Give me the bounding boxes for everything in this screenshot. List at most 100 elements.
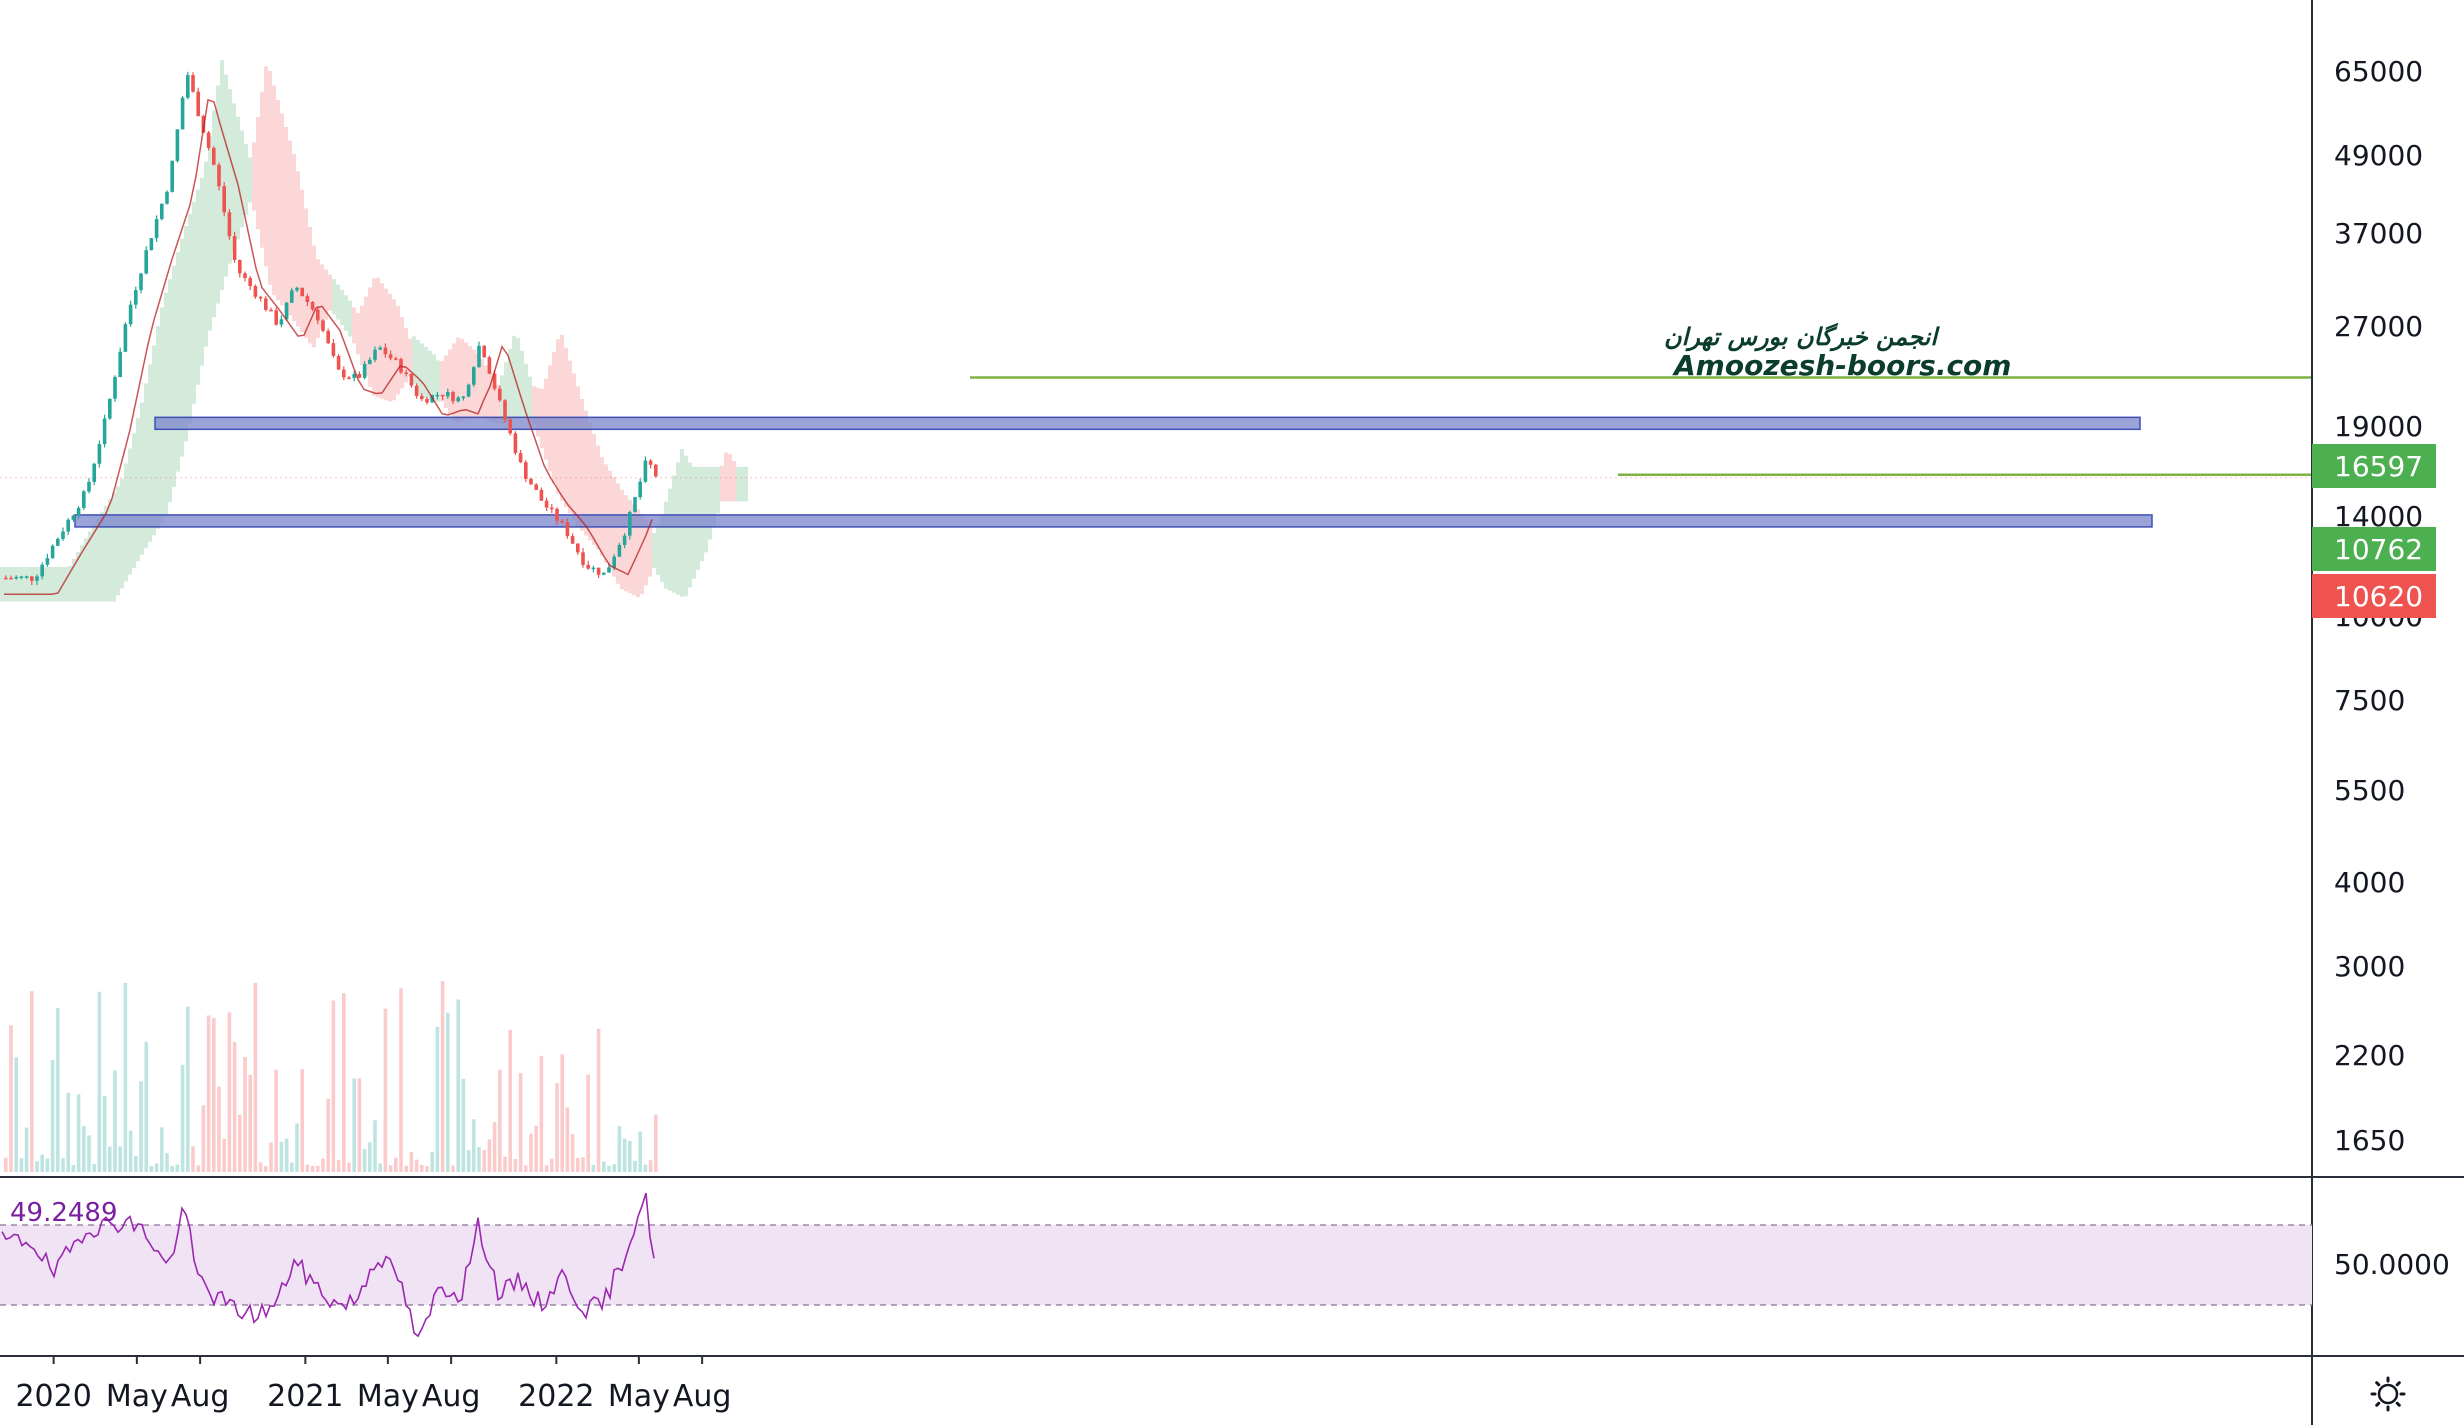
cloud-segment [292,154,296,321]
cloud-segment [144,383,148,549]
volume-bar [128,1130,133,1172]
cloud-segment [536,387,540,437]
rsi-axis[interactable]: 50.0000 [2334,1248,2450,1281]
candle-body [440,394,445,397]
volume-bar [279,1141,284,1172]
candle-body [654,464,658,477]
volume-bar [456,999,460,1172]
cloud-segment [476,353,480,418]
candle-body [160,203,164,220]
candle-body [316,309,320,321]
price-badge [2312,444,2436,488]
price-candles [4,71,658,586]
volume-bars [4,981,658,1172]
candle-body [19,576,24,578]
candle-body [305,296,310,303]
volume-bar [201,1105,206,1172]
cloud-segment [640,513,644,595]
candle-body [404,372,408,375]
candle-body [378,347,382,350]
volume-bar [92,1163,96,1172]
cloud-segment [484,365,488,420]
time-axis[interactable]: 2020 May Aug 2021 May Aug 2022 May Aug [15,1356,731,1414]
volume-bar [258,1162,263,1172]
cloud-segment [188,213,192,423]
volume-bar [394,1157,398,1172]
support-zone[interactable] [74,514,2153,528]
cloud-segment [324,269,328,320]
rsi-pane[interactable]: 49.2489 [0,1192,2312,1338]
cloud-segment [736,466,740,502]
candle-body [612,556,616,568]
cloud-segment [496,384,500,424]
cloud-segment [208,136,212,331]
volume-bar [196,1165,200,1172]
volume-bar [154,1163,159,1172]
volume-bar [305,1164,310,1172]
cloud-segment [40,566,44,602]
volume-bar [238,1114,242,1172]
volume-bar [607,1165,611,1172]
volume-bar [342,993,346,1172]
volume-bar [414,1159,419,1172]
candle-body [352,373,356,378]
cloud-segment [396,306,400,395]
volume-bar [492,1122,497,1172]
candle-body [14,577,18,579]
price-axis[interactable]: 6500049000370002700019000140001000075005… [2334,55,2423,1157]
cloud-segment [72,558,76,602]
volume-bar [596,1028,601,1172]
candle-body [456,397,460,402]
cloud-segment [316,259,320,338]
volume-bar [487,1139,492,1172]
cloud-segment [740,466,744,502]
price-pane[interactable] [0,0,2312,1177]
candle-body [87,481,91,492]
volume-bar [9,1025,13,1172]
volume-bar [357,1078,362,1172]
cloud-segment [420,343,424,398]
volume-bar [440,981,445,1172]
cloud-segment [580,399,584,531]
candle-body [524,462,528,479]
candle-body [56,538,60,546]
price-axis-tick: 19000 [2334,410,2423,443]
cloud-segment [164,292,168,516]
cloud-segment [296,171,300,327]
cloud-segment [20,566,24,602]
volume-bar [378,1163,382,1172]
price-badge [2312,527,2436,571]
volume-bar [264,1165,268,1172]
volume-bar [97,991,102,1172]
volume-bar [222,1138,226,1172]
volume-bar [383,1008,388,1172]
support-zone[interactable] [154,416,2141,431]
candle-body [134,290,138,305]
volume-bar [503,1156,507,1172]
candle-body [357,373,362,378]
cloud-segment [236,116,240,240]
cloud-segment [204,161,208,347]
time-axis-tick: Aug [422,1379,481,1414]
volume-bar [180,1064,185,1172]
volume-bar [253,982,258,1172]
cloud-segment [252,142,256,211]
time-axis-tick: Aug [171,1379,230,1414]
candle-body [622,535,627,545]
cloud-segment [12,566,16,602]
volume-bar [82,1126,86,1172]
candle-body [529,478,533,485]
cloud-segment [240,130,244,228]
candle-body [388,354,393,359]
candle-body [175,129,180,161]
gear-icon[interactable] [2370,1376,2406,1412]
cloud-segment [596,445,600,550]
candle-body [61,531,65,539]
candle-body [128,304,133,325]
cloud-segment [628,499,632,594]
candle-body [347,377,351,379]
cloud-segment [152,345,156,536]
candle-body [9,577,13,580]
cloud-segment [116,486,120,596]
cloud-segment [224,74,228,277]
